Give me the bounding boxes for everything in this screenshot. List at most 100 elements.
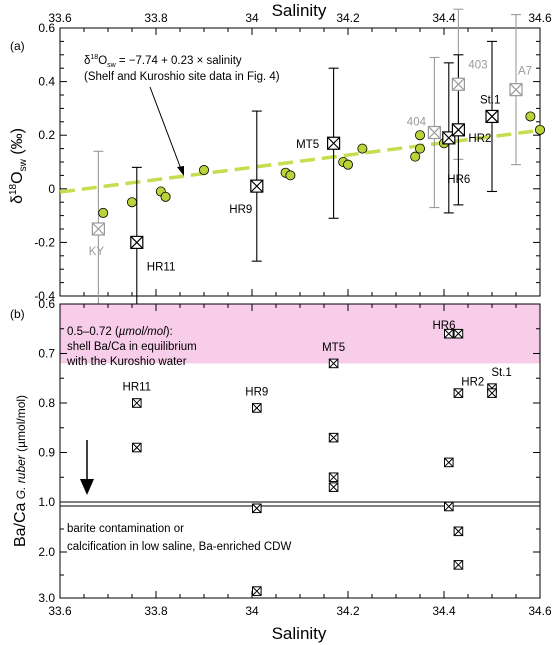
data-point-circle [414,130,425,141]
station-marker-cross [250,179,264,193]
ba-ca-marker-cross [444,457,454,468]
data-point-circle [285,170,296,181]
panel-b-x-tick-label: 33.8 [144,604,168,618]
data-point-circle [357,143,368,154]
data-point-circle [98,207,109,218]
panel-a-y-tick-label: 0.4 [38,75,55,89]
data-point-circle [198,165,209,176]
regression-equation: δ18Osw = −7.74 + 0.23 × salinity [84,54,242,69]
station-label: HR2 [461,377,484,389]
panel-b-upper-y-tick-label: 0.6 [38,297,55,311]
panel-a: (a) 33.6 33.8 34 34.2 34.4 34.6 -0.4 -0.2 0 0.2 0.… [8,8,552,318]
panel-a-y-tick-label: 0.2 [38,128,55,142]
regression-arrow [149,86,182,170]
ba-ca-marker-cross [328,482,339,492]
ba-ca-marker-cross [252,503,262,513]
bottom-x-axis-title: Salinity [272,624,327,643]
panel-b-y-axis-title: Ba/Ca G. ruber (µmol/mol) [12,395,29,547]
panel-b-x-tick-label: 34.4 [432,604,456,618]
band-note-line-1: 0.5–0.72 (µmol/mol): [67,326,173,338]
ba-ca-marker-cross [453,526,464,536]
panel-a-y-tick-label: -0.2 [34,235,55,249]
panel-b-station-labels: HR11 HR9 MT5 HR6 HR2 St.1 [123,320,512,399]
station-label: MT5 [296,139,319,151]
station-label: 404 [407,117,427,129]
panel-a-top-x-tick-label: 34.2 [336,11,360,25]
panel-a-regression [59,128,541,194]
panel-b-x-tick-label: 33.6 [48,604,72,618]
station-marker-cross [91,222,105,236]
panel-a-y-tick-label: 0 [48,182,55,196]
ba-ca-marker-cross [132,442,142,453]
ba-ca-marker-cross [328,472,339,482]
station-label: St.1 [480,94,500,106]
top-x-axis-title: Salinity [272,1,327,20]
panel-a-y-axis-title: δ18Osw (‰) [8,128,29,204]
panel-b-upper-y-tick-label: 1.0 [38,495,55,509]
band-note-line-3: with the Kuroshio water [66,356,187,368]
station-marker-cross [451,77,465,91]
panel-b-lower-y-tick-label: 3.0 [38,591,55,605]
station-marker-cross [327,136,341,150]
station-label: HR9 [229,204,252,216]
panel-a-station-labels: KY HR11 HR9 MT5 404 HR6 403 HR2 St.1 A7 [89,59,532,273]
station-marker-cross [130,235,144,249]
panel-b-upper-y-tick-label: 0.9 [38,446,55,460]
data-point-circle [535,124,546,135]
station-label: KY [89,246,105,258]
station-label: HR9 [245,387,268,399]
panel-a-axes: 33.6 33.8 34 34.2 34.4 34.6 -0.4 -0.2 0 0.2 0.4 0.6 [34,11,552,303]
panel-b-axes: 33.6 33.8 34 34.2 34.4 34.6 0.6 0.7 0.8 0.9 1.0 2.0… [38,297,552,618]
panel-a-marks [91,8,546,318]
data-point-circle [127,197,138,208]
ba-ca-marker-cross [487,388,497,398]
station-marker-cross [451,123,465,137]
panel-a-top-x-tick-label: 34.6 [528,11,552,25]
station-label: HR6 [447,174,470,186]
ba-ca-marker-cross [453,388,464,398]
panel-a-y-tick-label: 0.6 [38,21,55,35]
data-point-circle [414,143,425,154]
panel-b-x-tick-label: 34.6 [528,604,552,618]
panel-a-label: (a) [10,39,25,53]
panel-b: (b) 0.5–0.72 (µmol/mol): shell Ba/Ca in … [10,297,552,618]
panel-a-top-x-tick-label: 33.6 [48,11,72,25]
panel-b-upper-y-tick-label: 0.8 [38,396,55,410]
ba-ca-marker-cross [132,398,142,408]
station-label: HR2 [468,133,491,145]
ba-ca-marker-cross [328,358,339,369]
station-label: A7 [518,66,532,78]
lower-note-line-2: calcification in low saline, Ba-enriched… [67,541,291,553]
station-label: MT5 [322,342,345,354]
panel-b-x-tick-label: 34.2 [336,604,360,618]
station-marker-cross [509,83,523,97]
panel-a-top-x-tick-label: 33.8 [144,11,168,25]
data-point-circle [525,111,536,122]
station-label: St.1 [491,367,511,379]
ba-ca-marker-cross [444,501,454,512]
station-label: 403 [468,59,487,71]
ba-ca-marker-cross [453,560,464,570]
band-note-line-2: shell Ba/Ca in equilibrium [67,341,197,353]
regression-note: (Shelf and Kuroshio site data in Fig. 4) [84,71,280,83]
station-label: HR6 [432,320,455,332]
data-point-circle [410,151,421,162]
panel-b-lower-y-tick-label: 2.0 [38,545,55,559]
ba-ca-marker-cross [328,432,339,443]
panel-b-label: (b) [10,307,25,321]
panel-b-upper-y-tick-label: 0.7 [38,347,55,361]
panel-b-x-tick-label: 34 [245,604,259,618]
panel-a-top-x-tick-label: 34 [245,11,259,25]
ba-ca-marker-cross [444,329,454,339]
lower-note-line-1: barite contamination or [67,523,184,535]
station-label: HR11 [123,382,152,394]
regression-line [59,128,541,194]
station-label: HR11 [147,261,176,273]
station-marker-cross [485,110,499,123]
station-marker-cross [427,126,441,139]
data-point-circle [160,191,171,202]
ba-ca-marker-cross [252,586,262,596]
ba-ca-marker-cross [453,329,464,339]
downward-arrowhead [80,479,94,495]
